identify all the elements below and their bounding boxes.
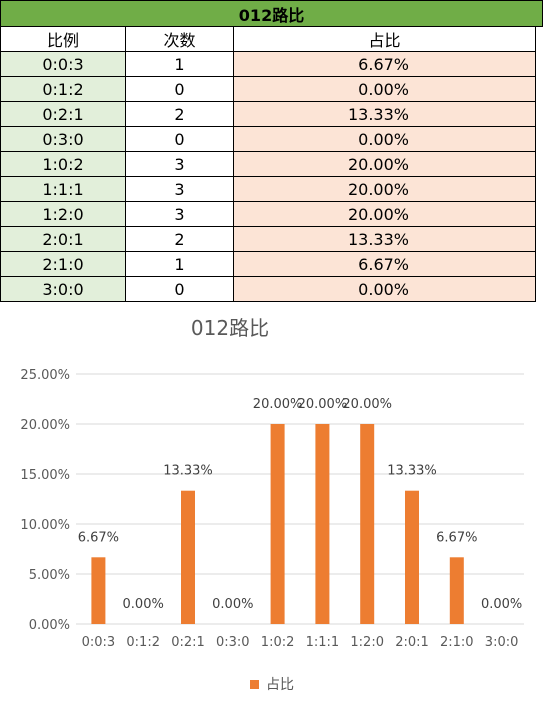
bar-chart[interactable]: 012路比 0.00% 5.00% 10.00% 15.00% 20.00% 25.00%… <box>4 304 543 707</box>
bar <box>315 424 330 624</box>
x-tick-label: 0:2:1 <box>171 635 205 650</box>
table-row: 1:1:1 3 20.00% <box>0 177 543 202</box>
count-cell[interactable]: 0 <box>126 77 234 102</box>
share-cell[interactable]: 13.33% <box>234 227 536 252</box>
share-cell[interactable]: 20.00% <box>234 202 536 227</box>
x-tick-label: 2:0:1 <box>395 635 429 650</box>
sheet-edge <box>536 27 543 302</box>
x-tick-label: 2:1:0 <box>440 635 474 650</box>
x-tick-label: 0:0:3 <box>82 635 116 650</box>
table-row: 2:0:1 2 13.33% <box>0 227 543 252</box>
column-header[interactable]: 占比 <box>234 27 536 52</box>
count-cell[interactable]: 2 <box>126 102 234 127</box>
count-cell[interactable]: 3 <box>126 202 234 227</box>
share-cell[interactable]: 6.67% <box>234 252 536 277</box>
ratio-cell[interactable]: 0:2:1 <box>0 102 126 127</box>
bar <box>181 490 195 624</box>
y-tick-label: 0.00% <box>29 618 70 633</box>
x-tick-label: 1:0:2 <box>261 635 295 650</box>
data-label: 13.33% <box>163 464 213 479</box>
y-tick-label: 15.00% <box>20 468 70 483</box>
data-label: 0.00% <box>123 597 164 612</box>
data-label: 6.67% <box>436 530 477 545</box>
share-cell[interactable]: 20.00% <box>234 177 536 202</box>
y-tick-label: 5.00% <box>29 568 70 583</box>
share-cell[interactable]: 0.00% <box>234 127 536 152</box>
x-tick-label: 0:1:2 <box>126 635 160 650</box>
y-tick-label: 10.00% <box>20 518 70 533</box>
bar <box>91 557 106 624</box>
legend-swatch <box>250 679 259 689</box>
data-label: 0.00% <box>481 597 522 612</box>
ratio-cell[interactable]: 3:0:0 <box>0 277 126 302</box>
table-row: 1:0:2 3 20.00% <box>0 152 543 177</box>
x-tick-label: 3:0:0 <box>485 635 519 650</box>
x-tick-label: 0:3:0 <box>216 635 250 650</box>
ratio-cell[interactable]: 0:1:2 <box>0 77 126 102</box>
ratio-cell[interactable]: 2:1:0 <box>0 252 126 277</box>
data-label: 13.33% <box>387 464 437 479</box>
ratio-cell[interactable]: 2:0:1 <box>0 227 126 252</box>
count-cell[interactable]: 3 <box>126 152 234 177</box>
count-cell[interactable]: 3 <box>126 177 234 202</box>
column-header[interactable]: 比例 <box>0 27 126 52</box>
y-tick-label: 25.00% <box>20 368 70 383</box>
x-tick-label: 1:1:1 <box>306 635 340 650</box>
bar <box>270 424 285 624</box>
ratio-cell[interactable]: 1:0:2 <box>0 152 126 177</box>
share-cell[interactable]: 6.67% <box>234 52 536 77</box>
count-cell[interactable]: 0 <box>126 277 234 302</box>
share-cell[interactable]: 20.00% <box>234 152 536 177</box>
table-row: 1:2:0 3 20.00% <box>0 202 543 227</box>
count-cell[interactable]: 1 <box>126 52 234 77</box>
table-row: 0:1:2 0 0.00% <box>0 77 543 102</box>
share-cell[interactable]: 0.00% <box>234 77 536 102</box>
table-row: 2:1:0 1 6.67% <box>0 252 543 277</box>
x-tick-label: 1:2:0 <box>350 635 384 650</box>
data-label: 20.00% <box>342 397 392 412</box>
bar <box>360 424 375 624</box>
table-title[interactable]: 012路比 <box>0 0 543 27</box>
ratio-cell[interactable]: 0:0:3 <box>0 52 126 77</box>
data-label: 6.67% <box>78 530 119 545</box>
table-header-row: 比例 次数 占比 <box>0 27 543 52</box>
data-label: 20.00% <box>253 397 303 412</box>
ratio-cell[interactable]: 0:3:0 <box>0 127 126 152</box>
bar <box>449 557 464 624</box>
count-cell[interactable]: 1 <box>126 252 234 277</box>
data-label: 0.00% <box>212 597 253 612</box>
table-row: 0:2:1 2 13.33% <box>0 102 543 127</box>
table-row: 0:3:0 0 0.00% <box>0 127 543 152</box>
ratio-cell[interactable]: 1:2:0 <box>0 202 126 227</box>
table-row: 0:0:3 1 6.67% <box>0 52 543 77</box>
data-label: 20.00% <box>298 397 348 412</box>
y-tick-label: 20.00% <box>20 418 70 433</box>
count-cell[interactable]: 0 <box>126 127 234 152</box>
bar <box>405 490 419 624</box>
chart-title: 012路比 <box>190 316 270 340</box>
legend-label: 占比 <box>266 677 294 693</box>
chart-plot: 0.00% 5.00% 10.00% 15.00% 20.00% 25.00% 6.67% 0… <box>20 368 524 650</box>
column-header[interactable]: 次数 <box>126 27 234 52</box>
chart-legend[interactable]: 占比 <box>250 674 294 694</box>
share-cell[interactable]: 0.00% <box>234 277 536 302</box>
count-cell[interactable]: 2 <box>126 227 234 252</box>
table-row: 3:0:0 0 0.00% <box>0 277 543 302</box>
ratio-cell[interactable]: 1:1:1 <box>0 177 126 202</box>
share-cell[interactable]: 13.33% <box>234 102 536 127</box>
